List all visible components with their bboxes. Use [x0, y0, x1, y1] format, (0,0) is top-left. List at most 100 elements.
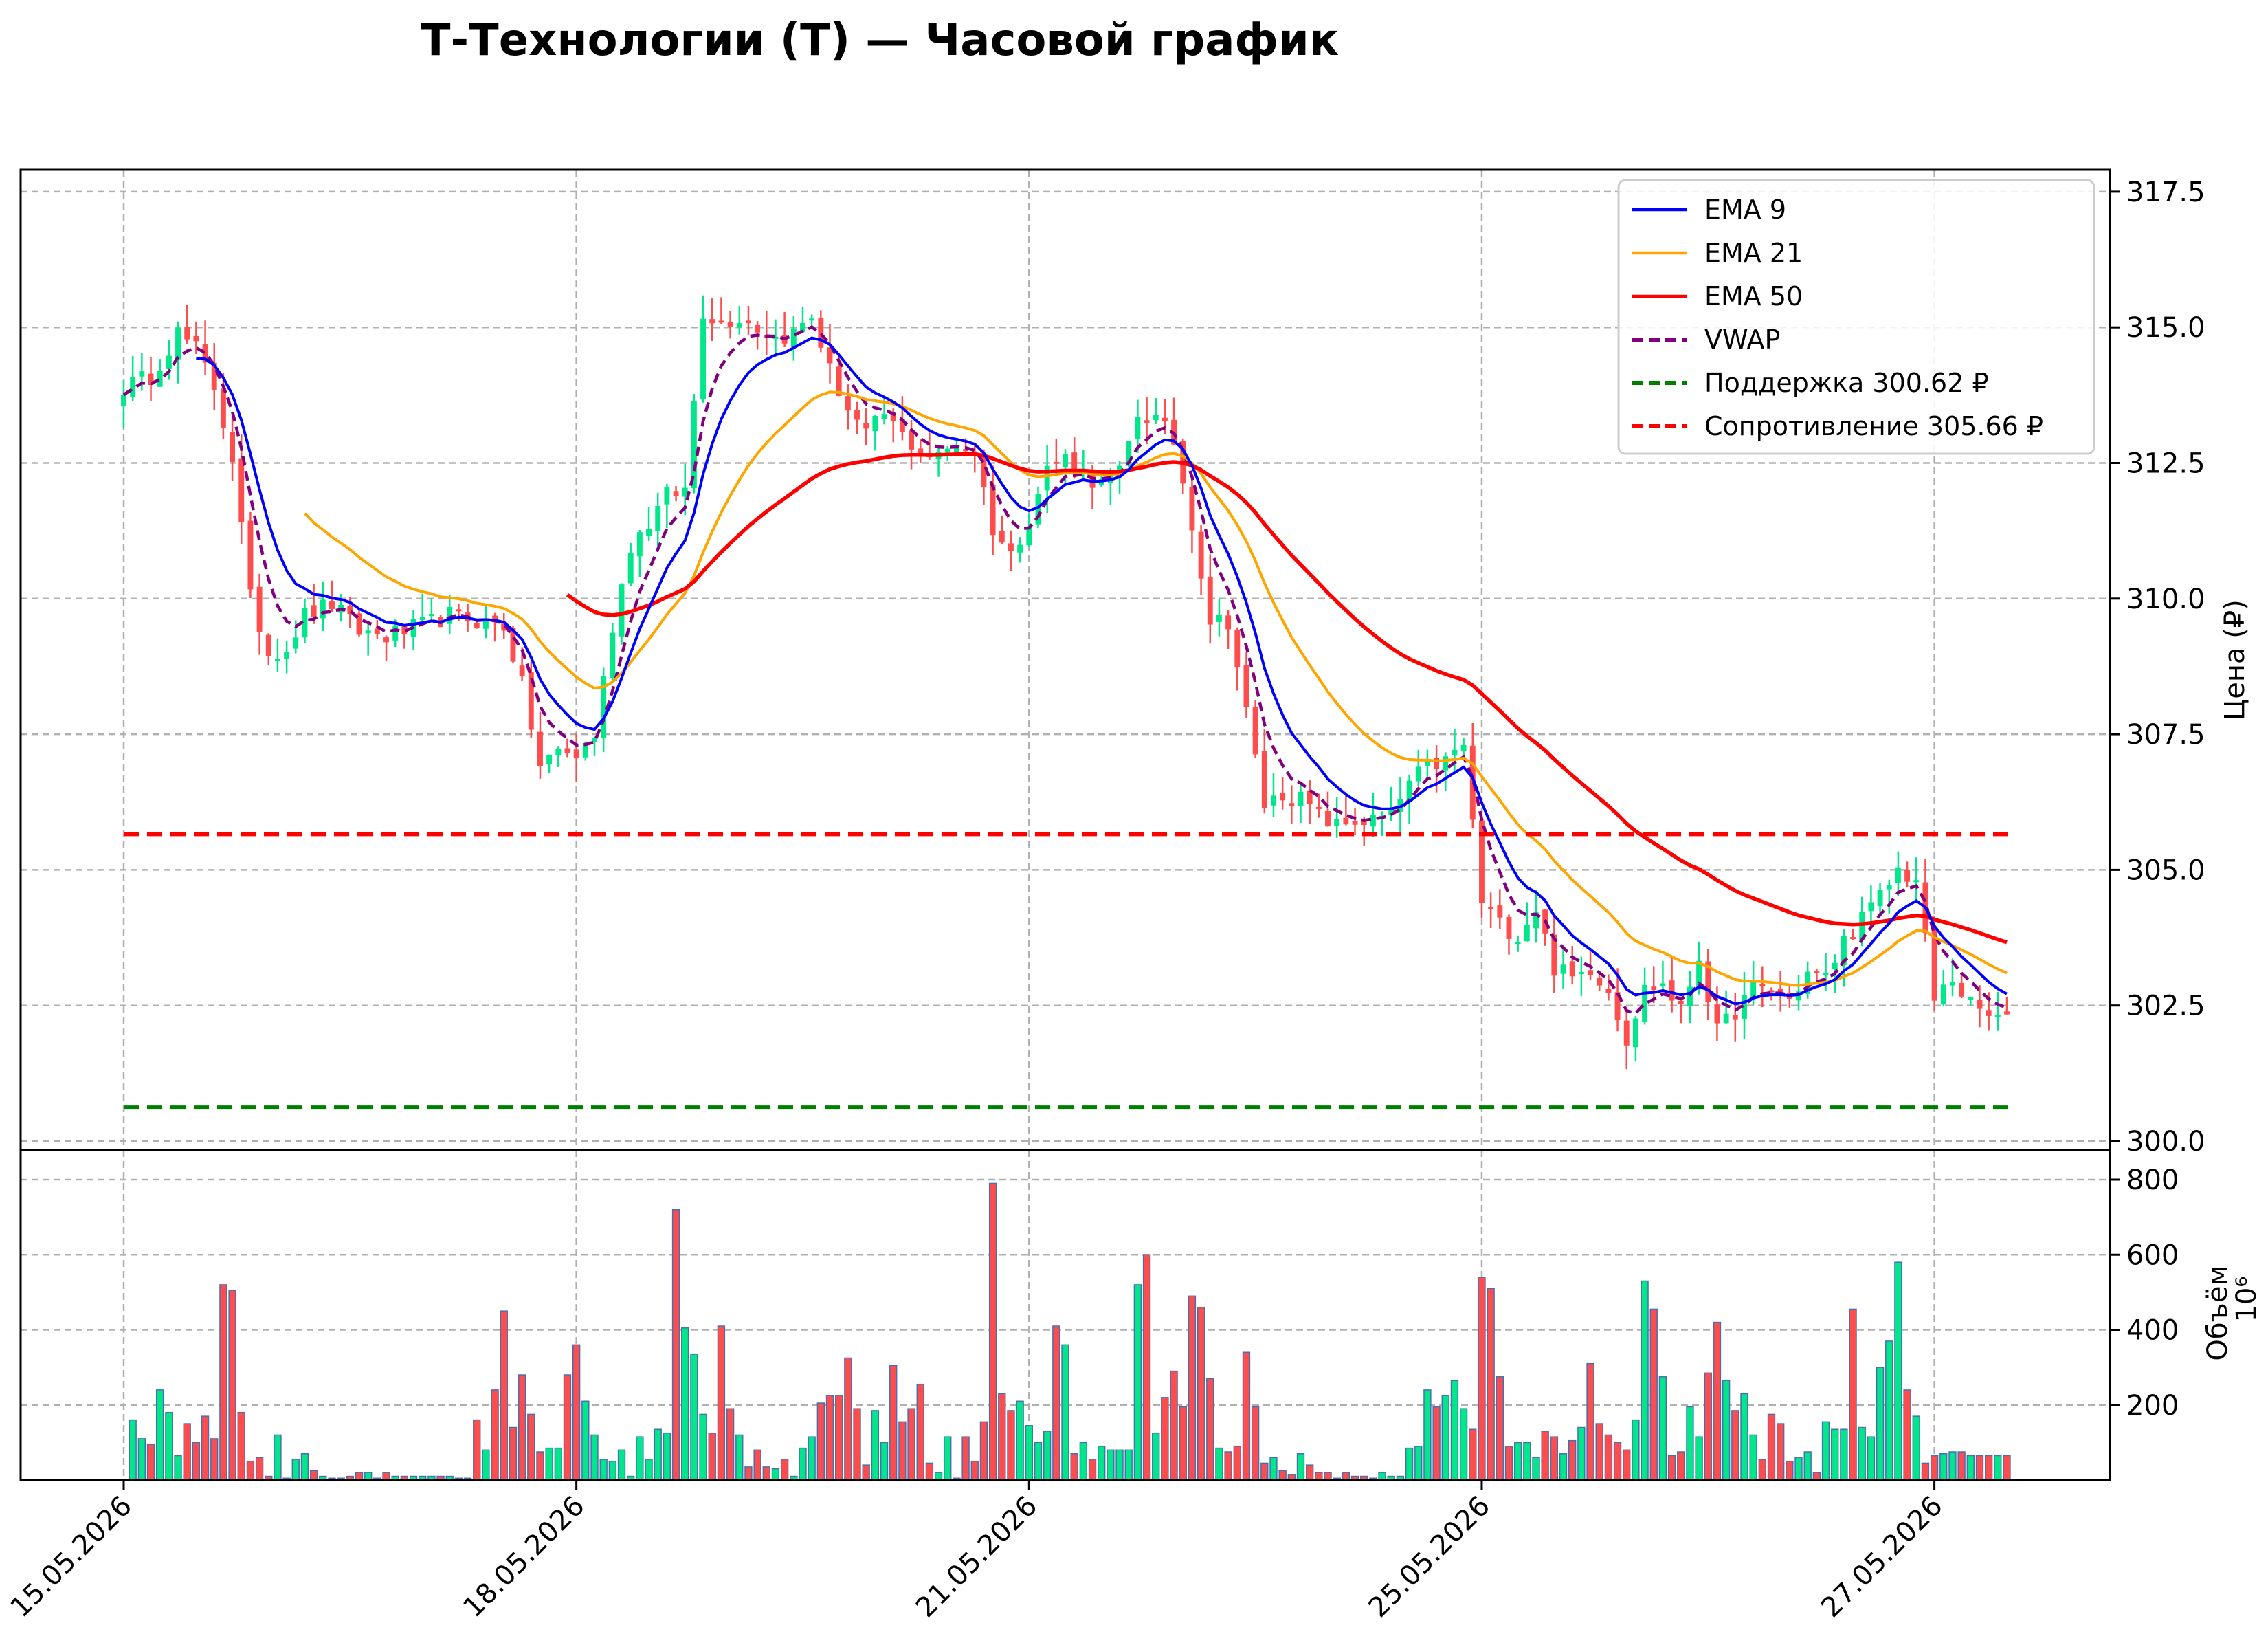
- candle-body: [184, 327, 190, 340]
- volume-bar: [663, 1432, 671, 1481]
- candle-body: [673, 491, 679, 496]
- volume-bar: [916, 1383, 924, 1481]
- volume-bar: [988, 1182, 997, 1481]
- volume-bar: [1776, 1423, 1785, 1481]
- volume-bar: [165, 1411, 173, 1481]
- candle-body: [1968, 997, 1974, 1000]
- ema21-line: [304, 390, 2008, 987]
- volume-bar: [1840, 1428, 1848, 1481]
- candle-body: [1913, 880, 1920, 883]
- candle-body: [1479, 820, 1485, 903]
- volume-bar: [1043, 1431, 1052, 1481]
- volume-bar: [1324, 1472, 1332, 1481]
- candle-body: [157, 371, 163, 387]
- volume-bar: [1133, 1284, 1142, 1481]
- candle-body: [274, 659, 280, 661]
- volume-axis-label: Объём: [2202, 1265, 2234, 1360]
- candle-body: [1261, 751, 1267, 808]
- volume-bar: [1414, 1446, 1423, 1481]
- volume-bar: [1849, 1308, 1857, 1481]
- volume-bar: [1170, 1370, 1178, 1481]
- volume-bar: [210, 1438, 219, 1481]
- volume-tick-label: 200: [2126, 1390, 2179, 1422]
- volume-bar: [1686, 1406, 1694, 1481]
- volume-bar: [1405, 1447, 1414, 1481]
- volume-bar: [1975, 1455, 1984, 1481]
- legend-label: EMA 50: [1704, 281, 1803, 311]
- volume-bar: [1740, 1393, 1748, 1481]
- candle-body: [1443, 756, 1449, 771]
- volume-bar: [1903, 1389, 1911, 1481]
- volume-bar: [1242, 1351, 1251, 1481]
- volume-bar: [509, 1426, 518, 1481]
- candle-body: [1434, 758, 1440, 770]
- volume-bar: [1496, 1376, 1504, 1481]
- candle-body: [1280, 792, 1286, 801]
- volume-bar: [1550, 1436, 1559, 1481]
- volume-bar: [1641, 1280, 1649, 1481]
- volume-bar: [554, 1447, 562, 1481]
- volume-bar: [844, 1357, 852, 1481]
- candle-body: [1460, 744, 1467, 751]
- price-tick-label: 302.5: [2126, 991, 2205, 1022]
- volume-bar: [934, 1472, 943, 1481]
- candle-body: [247, 520, 254, 590]
- candle-body: [999, 531, 1005, 543]
- candle-body: [755, 324, 761, 333]
- volume-bar: [1296, 1453, 1305, 1481]
- volume-bar: [1957, 1451, 1966, 1481]
- candle-body: [1742, 995, 1747, 1019]
- candle-body: [1696, 960, 1702, 986]
- candle-body: [1207, 576, 1213, 625]
- candle-body: [890, 412, 896, 421]
- candle-body: [428, 614, 434, 617]
- volume-bar: [156, 1389, 164, 1481]
- candle-body: [1895, 867, 1901, 883]
- legend-label: Сопротивление 305.66 ₽: [1704, 411, 2043, 441]
- candle-body: [664, 487, 670, 505]
- candle-body: [1144, 420, 1150, 423]
- candle-body: [374, 628, 380, 635]
- candle-body: [1234, 630, 1241, 667]
- candle-body: [1904, 870, 1911, 882]
- candle-body: [1343, 817, 1349, 825]
- candle-body: [1488, 907, 1494, 909]
- volume-bar: [1432, 1406, 1441, 1481]
- volume-bar: [1278, 1470, 1287, 1481]
- volume-bar: [300, 1453, 309, 1481]
- candle-body: [1515, 942, 1521, 945]
- candle-body: [1161, 417, 1168, 421]
- volume-bar: [536, 1451, 544, 1481]
- volume-bar: [1269, 1457, 1278, 1481]
- price-tick-label: 312.5: [2126, 448, 2205, 480]
- legend-label: EMA 21: [1704, 238, 1803, 268]
- candle-body: [1877, 890, 1883, 907]
- volume-bar: [1378, 1472, 1386, 1481]
- candle-body: [854, 410, 860, 420]
- candle-body: [592, 737, 597, 742]
- volume-bar: [654, 1428, 662, 1481]
- candle-body: [148, 373, 154, 386]
- volume-bar: [1994, 1455, 2002, 1481]
- candle-body: [944, 448, 950, 453]
- candle-body: [1850, 937, 1856, 940]
- candle-body: [627, 553, 634, 584]
- candle-body: [1759, 984, 1766, 987]
- volume-bar: [183, 1423, 191, 1481]
- candle-body: [881, 414, 887, 419]
- candle-body: [1533, 912, 1539, 929]
- candle-body: [1940, 984, 1946, 1005]
- candle-body: [1859, 912, 1865, 940]
- candle-body: [601, 675, 607, 739]
- ema9-line: [196, 336, 2008, 1006]
- volume-bar: [744, 1466, 753, 1481]
- volume-bar: [491, 1389, 499, 1481]
- candle-body: [528, 672, 534, 730]
- candle-body: [2004, 1011, 2010, 1015]
- candle-body: [1832, 962, 1838, 969]
- volume-bar: [146, 1444, 155, 1481]
- candle-body: [347, 606, 353, 614]
- legend-label: Поддержка 300.62 ₽: [1704, 368, 1989, 398]
- candle-body: [211, 362, 217, 390]
- candle-body: [1053, 461, 1059, 464]
